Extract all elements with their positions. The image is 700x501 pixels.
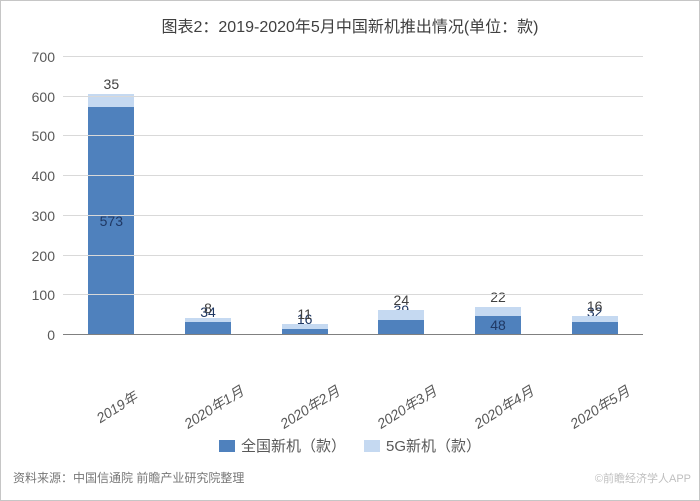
bar-value-label: 48 [475, 317, 521, 333]
bars-group: 573353481611392448223216 [63, 57, 643, 335]
bar-segment-secondary: 11 [282, 324, 328, 328]
watermark-right: ©前瞻经济学人APP [595, 470, 691, 486]
bar-segment-primary: 48 [475, 316, 521, 335]
bar-slot: 348 [160, 57, 257, 335]
gridline [63, 56, 643, 57]
x-axis-labels: 2019年2020年1月2020年2月2020年3月2020年4月2020年5月 [63, 387, 643, 439]
bar-value-label: 35 [88, 76, 134, 92]
chart-title: 图表2：2019-2020年5月中国新机推出情况(单位：款) [1, 1, 699, 45]
bar-slot: 3216 [546, 57, 643, 335]
bar-slot: 573 35 [63, 57, 160, 335]
legend-item: 全国新机（款） [219, 435, 346, 456]
chart-area: 573353481611392448223216 010020030040050… [63, 57, 643, 387]
bar-segment-secondary: 16 [572, 316, 618, 322]
gridline [63, 135, 643, 136]
legend-label: 5G新机（款） [386, 435, 481, 456]
legend: 全国新机（款） 5G新机（款） [1, 435, 699, 456]
bar-value-label: 11 [282, 306, 328, 322]
bar-slot: 3924 [353, 57, 450, 335]
bar-slot: 1611 [256, 57, 353, 335]
legend-item: 5G新机（款） [364, 435, 481, 456]
bar-segment-primary: 39 [378, 320, 424, 335]
gridline [63, 255, 643, 256]
y-tick-label: 700 [32, 49, 63, 65]
source-line: 资料来源：中国信通院 前瞻产业研究院整理 [13, 469, 244, 486]
bar-segment-primary: 573 [88, 107, 134, 335]
bar-stack: 4822 [475, 307, 521, 335]
bar-stack: 3216 [572, 316, 618, 335]
y-tick-label: 500 [32, 128, 63, 144]
y-tick-label: 400 [32, 168, 63, 184]
gridline [63, 175, 643, 176]
y-tick-label: 0 [47, 327, 63, 343]
plot-region: 573353481611392448223216 010020030040050… [63, 57, 643, 335]
legend-swatch [364, 440, 380, 452]
gridline [63, 96, 643, 97]
bar-segment-primary: 34 [185, 322, 231, 336]
bar-segment-secondary: 8 [185, 318, 231, 321]
y-tick-label: 100 [32, 287, 63, 303]
gridline [63, 294, 643, 295]
gridline [63, 334, 643, 335]
legend-label: 全国新机（款） [241, 435, 346, 456]
y-tick-label: 600 [32, 89, 63, 105]
y-tick-label: 200 [32, 248, 63, 264]
bar-stack: 348 [185, 318, 231, 335]
gridline [63, 215, 643, 216]
bar-value-label: 8 [185, 300, 231, 316]
legend-swatch [219, 440, 235, 452]
bar-segment-secondary: 24 [378, 310, 424, 320]
bar-value-label: 22 [475, 289, 521, 305]
bar-stack: 3924 [378, 310, 424, 335]
bar-value-label: 16 [572, 298, 618, 314]
bar-segment-secondary: 22 [475, 307, 521, 316]
bar-slot: 4822 [450, 57, 547, 335]
y-tick-label: 300 [32, 208, 63, 224]
chart-container: 图表2：2019-2020年5月中国新机推出情况(单位：款) 573353481… [0, 0, 700, 501]
